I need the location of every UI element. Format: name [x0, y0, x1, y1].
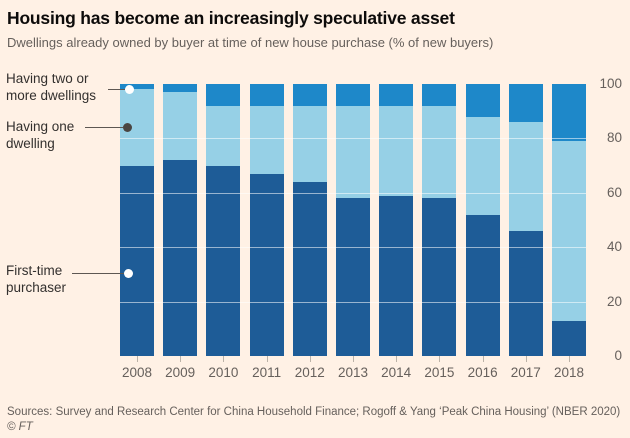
x-axis-label-2011: 2011 — [252, 365, 282, 380]
legend-first-time-line2: purchaser — [6, 279, 67, 295]
bar-2011 — [249, 84, 284, 356]
segment-first-time-2018 — [551, 320, 586, 356]
x-axis: 2008 2009 2010 2011 2012 2013 2014 2015 2016 2017… — [120, 356, 586, 388]
segment-first-time-2016 — [465, 214, 500, 356]
segment-first-time-2008 — [120, 165, 154, 356]
bar-2008 — [120, 84, 154, 356]
bar-2009 — [163, 84, 198, 356]
x-axis-label-2017: 2017 — [510, 365, 541, 380]
x-tick-2018 — [569, 356, 570, 362]
x-axis-label-2014: 2014 — [381, 365, 412, 380]
gridline-40 — [120, 247, 586, 249]
segment-first-time-2010 — [206, 165, 241, 356]
legend-first-time-purchaser: First-time purchaser — [6, 263, 66, 296]
segment-first-time-2012 — [292, 181, 327, 356]
gridline-20 — [120, 301, 586, 303]
bar-2010 — [206, 84, 241, 356]
gridline-80 — [120, 138, 586, 140]
legend-one-dwelling-line1: Having one — [6, 119, 75, 134]
legend-first-time-line1: First-time — [6, 263, 63, 278]
x-axis-label-2013: 2013 — [337, 365, 369, 380]
legend-two-or-more-dwellings: Having two or more dwellings — [6, 71, 96, 104]
segment-first-time-2009 — [163, 160, 198, 356]
segment-first-time-2014 — [379, 195, 414, 356]
y-axis-label-0: 0 — [614, 348, 622, 363]
y-axis-label-80: 80 — [606, 130, 622, 146]
marker-dot-first-time — [124, 269, 133, 278]
segment-first-time-2015 — [422, 198, 457, 356]
y-axis: 0 20 40 60 80 100 — [592, 76, 622, 363]
segment-two-or-more-2009 — [163, 84, 198, 93]
segment-one-dwelling-2017 — [508, 122, 543, 231]
x-axis-label-2016: 2016 — [467, 365, 498, 380]
segment-one-dwelling-2018 — [551, 141, 586, 321]
x-axis-label-2012: 2012 — [294, 365, 325, 380]
segment-two-or-more-2018 — [551, 84, 586, 142]
x-tick-2017 — [525, 356, 527, 362]
segment-one-dwelling-2012 — [292, 105, 327, 182]
x-tick-2014 — [396, 356, 398, 362]
x-tick-2013 — [353, 356, 354, 362]
y-axis-label-20: 20 — [606, 293, 622, 309]
x-tick-2011 — [266, 356, 268, 362]
x-axis-label-2008: 2008 — [121, 365, 153, 380]
legend-one-dwelling: Having one dwelling — [6, 119, 74, 152]
gridline-60 — [120, 192, 586, 194]
ft-copyright: © FT — [7, 421, 33, 433]
segment-two-or-more-2011 — [249, 84, 284, 106]
segment-one-dwelling-2009 — [163, 92, 198, 161]
bar-2012 — [292, 84, 327, 356]
bar-2015 — [422, 84, 457, 356]
segment-one-dwelling-2015 — [422, 105, 457, 199]
segment-two-or-more-2012 — [292, 84, 327, 106]
segment-one-dwelling-2010 — [206, 105, 241, 166]
x-axis-label-2015: 2015 — [424, 365, 455, 380]
chart-title: Housing has become an increasingly specu… — [7, 8, 455, 28]
segment-one-dwelling-2016 — [465, 116, 500, 215]
x-tick-2015 — [439, 356, 441, 362]
plot-area — [120, 84, 586, 356]
bar-2014 — [379, 84, 414, 356]
x-tick-2009 — [180, 356, 182, 362]
x-axis-label-2018: 2018 — [553, 365, 585, 380]
source-line: Sources: Survey and Research Center for … — [7, 406, 621, 418]
segment-two-or-more-2017 — [508, 84, 543, 123]
marker-dot-one-dwelling — [123, 123, 132, 132]
segment-one-dwelling-2013 — [335, 105, 370, 199]
segment-two-or-more-2016 — [465, 84, 500, 117]
marker-dot-two-or-more — [125, 85, 134, 94]
segment-one-dwelling-2011 — [249, 105, 284, 174]
x-axis-label-2010: 2010 — [208, 365, 239, 380]
x-tick-2008 — [137, 356, 138, 362]
y-axis-label-100: 100 — [599, 76, 622, 91]
segment-two-or-more-2010 — [206, 84, 241, 106]
bar-2017 — [508, 84, 543, 356]
segment-first-time-2011 — [249, 173, 284, 356]
x-tick-2012 — [309, 356, 311, 362]
y-axis-label-60: 60 — [606, 184, 622, 200]
legend-one-dwelling-line2: dwelling — [6, 135, 55, 151]
segment-one-dwelling-2014 — [379, 105, 414, 196]
bar-2018 — [551, 84, 586, 356]
segment-two-or-more-2008 — [120, 84, 154, 90]
segment-two-or-more-2013 — [335, 84, 370, 106]
connector-one-dwelling — [85, 127, 123, 128]
x-tick-2016 — [482, 356, 484, 362]
x-axis-label-2009: 2009 — [165, 365, 196, 380]
segment-two-or-more-2014 — [379, 84, 414, 106]
connector-two-or-more — [108, 88, 125, 90]
bar-2013 — [335, 84, 370, 356]
chart-subtitle: Dwellings already owned by buyer at time… — [7, 35, 494, 50]
segment-first-time-2013 — [335, 198, 370, 356]
x-tick-2010 — [223, 356, 225, 362]
segment-first-time-2017 — [508, 230, 543, 356]
bar-2016 — [465, 84, 500, 356]
legend-two-or-more-line2: more dwellings — [6, 87, 97, 103]
segment-two-or-more-2015 — [422, 84, 457, 106]
y-axis-label-40: 40 — [606, 239, 622, 255]
legend-two-or-more-line1: Having two or — [6, 71, 89, 86]
connector-first-time — [72, 272, 124, 274]
